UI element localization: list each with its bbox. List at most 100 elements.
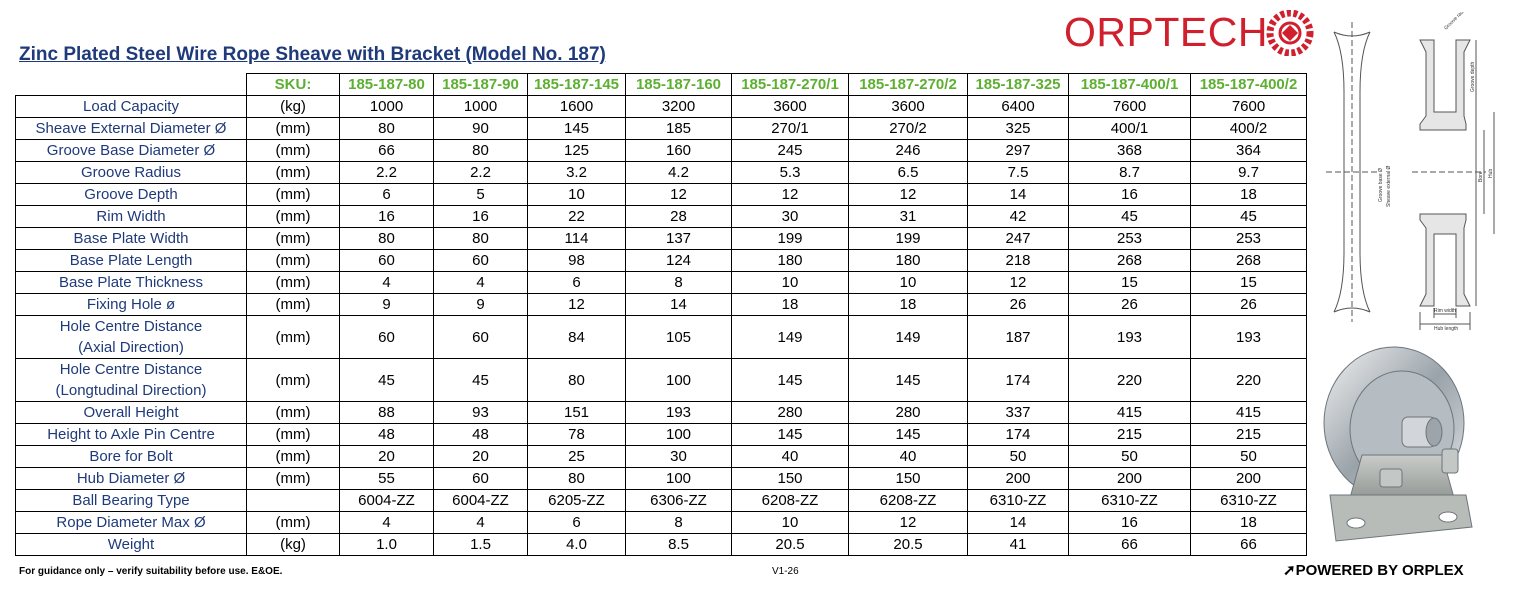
value-cell: 6 xyxy=(527,511,626,534)
table-row: Height to Axle Pin Centre (mm) 48 48 78 100 14… xyxy=(15,423,1307,446)
table-row: Weight (kg) 1.0 1.5 4.0 8.5 20.5 20.5 41 66 66 xyxy=(15,533,1307,556)
value-cell: 14 xyxy=(967,511,1069,534)
value-cell: 199 xyxy=(848,227,968,250)
page-title: Zinc Plated Steel Wire Rope Sheave with … xyxy=(19,44,606,65)
value-cell: 6 xyxy=(527,271,626,294)
sku-cell: 185-187-270/2 xyxy=(848,73,968,96)
value-cell: 137 xyxy=(625,227,732,250)
value-cell: 26 xyxy=(1068,293,1191,316)
value-cell: 18 xyxy=(848,293,968,316)
row-label: Rim Width xyxy=(15,205,247,228)
value-cell: 6004-ZZ xyxy=(433,489,528,512)
value-cell: 93 xyxy=(433,401,528,424)
table-row: Fixing Hole ø (mm) 9 9 12 14 18 18 26 26 26 xyxy=(15,293,1307,316)
value-cell: 80 xyxy=(339,227,434,250)
value-cell: 6.5 xyxy=(848,161,968,184)
value-cell: 1600 xyxy=(527,95,626,118)
value-cell: 8.7 xyxy=(1068,161,1191,184)
value-cell: 80 xyxy=(527,467,626,490)
value-cell: 100 xyxy=(625,467,732,490)
orptech-logo: ORPTECH xyxy=(1064,8,1316,56)
row-unit: (mm) xyxy=(246,401,340,424)
value-cell: 31 xyxy=(848,205,968,228)
value-cell: 297 xyxy=(967,139,1069,162)
row-unit: (mm) xyxy=(246,315,340,359)
value-cell: 16 xyxy=(1068,183,1191,206)
disclaimer-text: For guidance only – verify suitability b… xyxy=(19,566,283,577)
value-cell: 270/2 xyxy=(848,117,968,140)
corner-cell xyxy=(15,73,247,96)
value-cell: 9.7 xyxy=(1190,161,1307,184)
row-unit: (mm) xyxy=(246,467,340,490)
value-cell: 80 xyxy=(433,139,528,162)
value-cell: 368 xyxy=(1068,139,1191,162)
value-cell: 50 xyxy=(967,445,1069,468)
row-unit: (mm) xyxy=(246,161,340,184)
row-label: Hub Diameter Ø xyxy=(15,467,247,490)
row-unit: (mm) xyxy=(246,445,340,468)
row-label-text: Ball Bearing Type xyxy=(72,491,190,509)
value-cell: 48 xyxy=(433,423,528,446)
row-label-text: Groove Depth xyxy=(84,185,178,203)
value-cell: 200 xyxy=(967,467,1069,490)
value-cell: 280 xyxy=(731,401,849,424)
value-cell: 3600 xyxy=(731,95,849,118)
value-cell: 4 xyxy=(339,271,434,294)
value-cell: 9 xyxy=(433,293,528,316)
value-cell: 98 xyxy=(527,249,626,272)
value-cell: 2.2 xyxy=(339,161,434,184)
value-cell: 45 xyxy=(433,358,528,402)
value-cell: 149 xyxy=(731,315,849,359)
value-cell: 50 xyxy=(1068,445,1191,468)
value-cell: 80 xyxy=(339,117,434,140)
row-unit: (mm) xyxy=(246,271,340,294)
row-label: Base Plate Width xyxy=(15,227,247,250)
value-cell: 14 xyxy=(967,183,1069,206)
value-cell: 200 xyxy=(1068,467,1191,490)
table-row: Load Capacity (kg) 1000 1000 1600 3200 3600 360… xyxy=(15,95,1307,118)
value-cell: 4 xyxy=(433,511,528,534)
value-cell: 45 xyxy=(1068,205,1191,228)
sku-cell: 185-187-325 xyxy=(967,73,1069,96)
value-cell: 6208-ZZ xyxy=(731,489,849,512)
value-cell: 145 xyxy=(731,423,849,446)
specification-table: SKU: 185-187-80 185-187-90 185-187-145 1… xyxy=(15,73,1307,556)
powered-by-text: POWERED BY ORPLEX xyxy=(1295,562,1464,579)
table-row: Base Plate Thickness (mm) 4 4 6 8 10 10 12 15 15 xyxy=(15,271,1307,294)
value-cell: 80 xyxy=(433,227,528,250)
value-cell: 2.2 xyxy=(433,161,528,184)
value-cell: 40 xyxy=(848,445,968,468)
value-cell: 16 xyxy=(1068,511,1191,534)
label-groove-radius: Groove radius xyxy=(1443,12,1470,31)
sku-cell: 185-187-145 xyxy=(527,73,626,96)
value-cell: 18 xyxy=(1190,183,1307,206)
table-row: Base Plate Length (mm) 60 60 98 124 180 180 218 2… xyxy=(15,249,1307,272)
value-cell: 66 xyxy=(1068,533,1191,556)
row-label-text: Hole Centre Distance xyxy=(59,361,203,378)
row-label-text: Rim Width xyxy=(96,207,166,225)
value-cell: 66 xyxy=(1190,533,1307,556)
table-row: Ball Bearing Type 6004-ZZ 6004-ZZ 6205-ZZ 63… xyxy=(15,489,1307,512)
value-cell: 12 xyxy=(967,271,1069,294)
value-cell: 145 xyxy=(527,117,626,140)
row-label: Fixing Hole ø xyxy=(15,293,247,316)
row-label: Groove Radius xyxy=(15,161,247,184)
row-label-text: Height to Axle Pin Centre xyxy=(47,425,215,443)
row-label-text: Bore for Bolt xyxy=(89,447,173,465)
value-cell: 18 xyxy=(731,293,849,316)
value-cell: 174 xyxy=(967,423,1069,446)
value-cell: 60 xyxy=(433,249,528,272)
value-cell: 20.5 xyxy=(848,533,968,556)
value-cell: 220 xyxy=(1190,358,1307,402)
table-row: Overall Height (mm) 88 93 151 193 280 280 337 415… xyxy=(15,401,1307,424)
value-cell: 10 xyxy=(848,271,968,294)
row-label: Load Capacity xyxy=(15,95,247,118)
value-cell: 145 xyxy=(848,423,968,446)
logo-text: ORPTECH xyxy=(1064,9,1268,55)
row-label: Base Plate Thickness xyxy=(15,271,247,294)
row-unit xyxy=(246,489,340,512)
row-unit: (mm) xyxy=(246,139,340,162)
sheave-product-photo xyxy=(1323,346,1473,542)
cross-section-drawing xyxy=(1412,39,1495,330)
table-row: Groove Depth (mm) 6 5 10 12 12 12 14 16 18 xyxy=(15,183,1307,206)
